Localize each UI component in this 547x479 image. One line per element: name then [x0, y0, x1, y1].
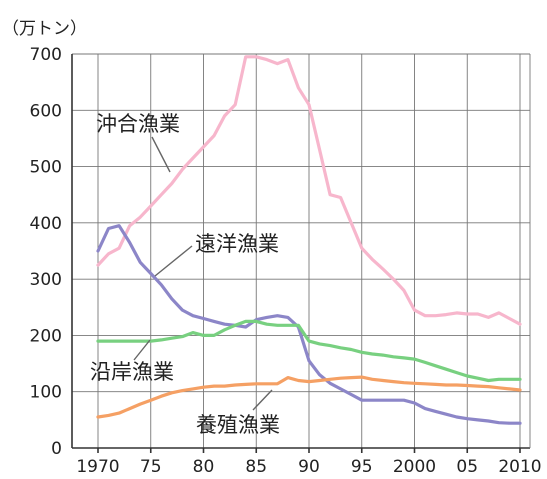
- series-label-offshore: 沖合漁業: [96, 112, 180, 136]
- x-tick-label: 2000: [393, 457, 436, 477]
- x-tick-label: 80: [193, 457, 215, 477]
- x-tick-label: 05: [456, 457, 478, 477]
- x-tick-label: 75: [140, 457, 162, 477]
- x-tick-label: 2010: [498, 457, 541, 477]
- y-tick-label: 500: [30, 158, 62, 178]
- leader-distant: [154, 245, 193, 277]
- series-label-coastal: 沿岸漁業: [90, 360, 174, 384]
- y-tick-label: 0: [51, 439, 62, 459]
- x-tick-label: 95: [351, 457, 373, 477]
- series-line-aquaculture: [96, 375, 522, 419]
- label-leaders: [133, 136, 273, 411]
- x-tick-label: 90: [298, 457, 320, 477]
- leader-coastal: [133, 339, 151, 361]
- y-unit-label: （万トン）: [2, 19, 87, 39]
- x-tick-labels: 1970 75 80 85 90 95 2000 05 2010: [76, 457, 541, 477]
- y-tick-label: 100: [30, 383, 62, 403]
- leader-offshore: [151, 136, 171, 173]
- y-tick-label: 600: [30, 101, 62, 121]
- x-tick-label: 85: [245, 457, 267, 477]
- axes: [71, 54, 531, 453]
- series-line-distant: [96, 224, 522, 425]
- series-line-offshore: [96, 55, 522, 326]
- x-tick-label: 1970: [76, 457, 119, 477]
- y-tick-label: 300: [30, 270, 62, 290]
- y-tick-labels: 0 100 200 300 400 500 600 700: [30, 45, 62, 459]
- series-line-coastal: [96, 319, 522, 383]
- leader-aquaculture: [252, 389, 273, 411]
- series-labels: 沖合漁業 遠洋漁業 沿岸漁業 養殖漁業: [90, 112, 280, 437]
- series-label-distant: 遠洋漁業: [195, 232, 279, 256]
- series-label-aquaculture: 養殖漁業: [196, 413, 280, 437]
- y-tick-label: 200: [30, 326, 62, 346]
- series-lines: [96, 55, 522, 425]
- y-tick-label: 400: [30, 214, 62, 234]
- y-tick-label: 700: [30, 45, 62, 65]
